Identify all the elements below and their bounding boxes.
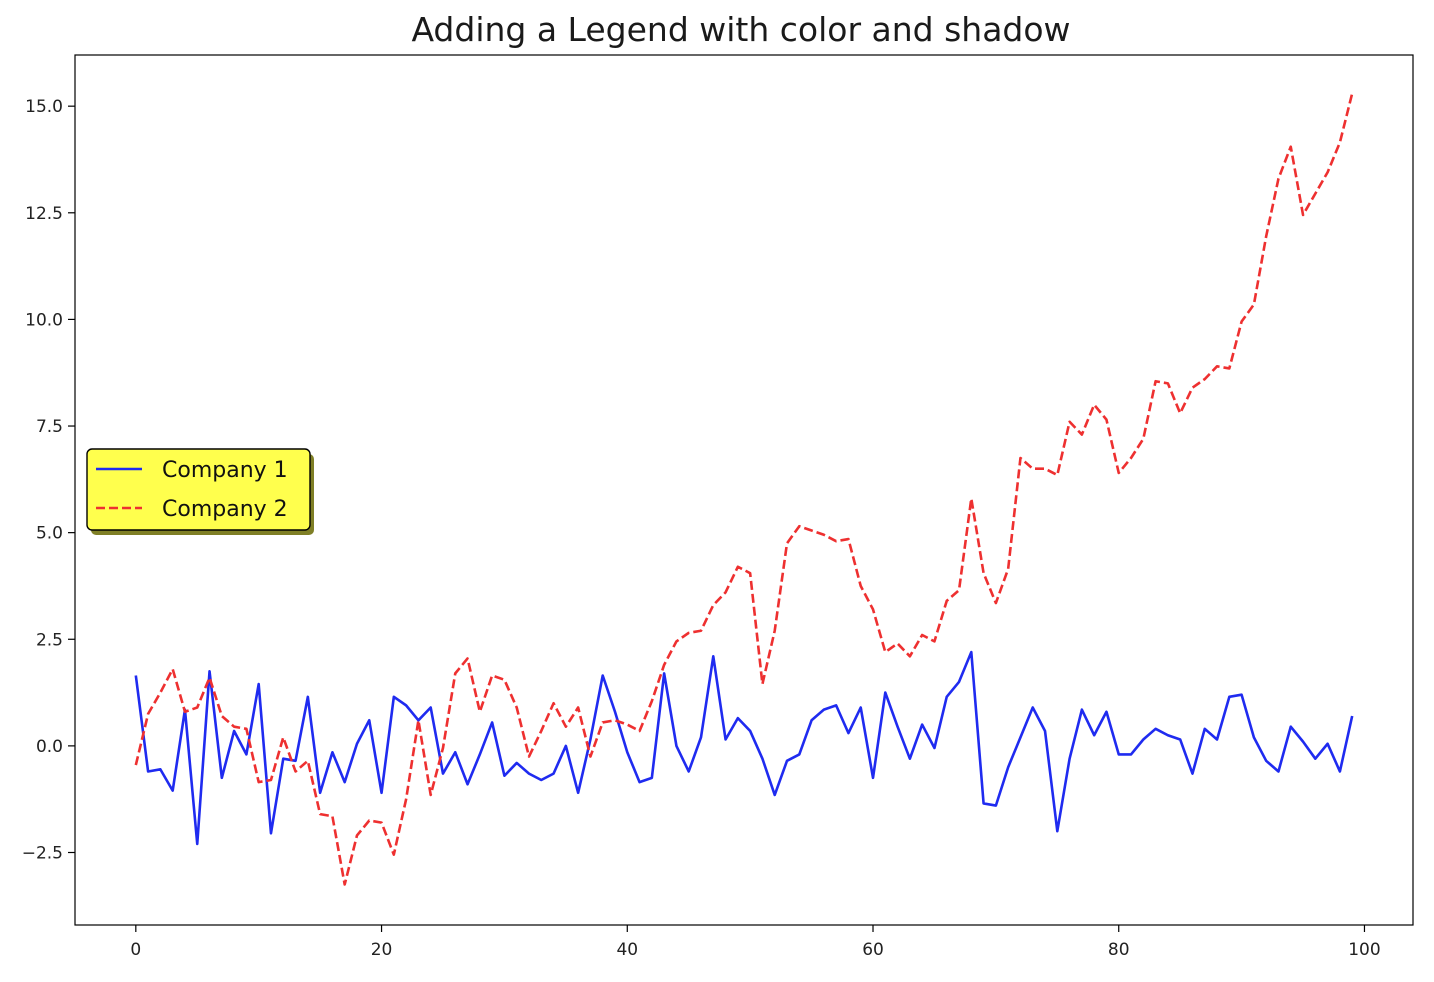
y-tick-label: 15.0 <box>25 97 63 117</box>
y-tick-label: 0.0 <box>36 737 63 757</box>
y-tick-label: 7.5 <box>36 417 63 437</box>
y-axis: −2.5 0.0 2.5 5.0 7.5 10.0 12.5 15.0 <box>22 97 75 864</box>
series-line-company-2 <box>134 93 1354 886</box>
legend-box <box>86 448 311 531</box>
chart-title: Adding a Legend with color and shadow <box>411 10 1070 49</box>
series-line-company-1 <box>134 650 1354 846</box>
y-tick-label: 10.0 <box>25 310 63 330</box>
x-tick-label: 80 <box>1108 940 1130 960</box>
x-tick-label: 60 <box>862 940 884 960</box>
x-tick-label: 0 <box>130 940 141 960</box>
y-tick-label: 2.5 <box>36 630 63 650</box>
x-tick-label: 100 <box>1348 940 1380 960</box>
y-tick-label: 5.0 <box>36 524 63 544</box>
legend-label-company-1: Company 1 <box>162 458 288 483</box>
x-tick-label: 20 <box>371 940 393 960</box>
legend: Company 1 Company 2 <box>86 448 314 535</box>
y-tick-label: −2.5 <box>22 844 63 864</box>
x-tick-label: 40 <box>616 940 638 960</box>
x-axis: 0 20 40 60 80 100 <box>130 925 1381 960</box>
series-layer <box>134 93 1354 886</box>
y-tick-label: 12.5 <box>25 204 63 224</box>
plot-area-frame <box>74 54 1414 926</box>
legend-label-company-2: Company 2 <box>162 497 288 522</box>
